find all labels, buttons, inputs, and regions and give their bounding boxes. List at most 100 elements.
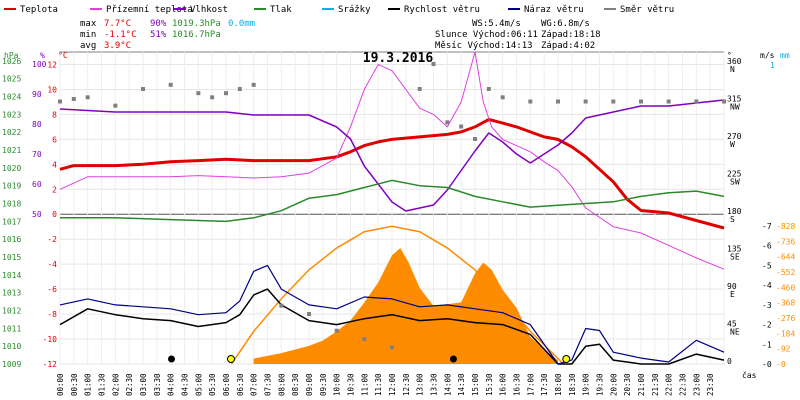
stats-wind-speed: WS:5.4m/s	[472, 19, 521, 29]
solar-tick-label: -460	[776, 283, 795, 292]
direction-tick-label: 135	[727, 245, 742, 254]
hpa-tick-label: 1014	[2, 271, 21, 280]
x-tick-label: 03:00	[139, 373, 148, 396]
chart-title: 19.3.2016	[363, 51, 434, 66]
hpa-tick-label: 1010	[2, 342, 21, 351]
wind-direction-point	[141, 87, 145, 91]
x-tick-label: 20:00	[609, 373, 618, 396]
stats-min-label: min	[80, 30, 96, 40]
ms-tick-label: -1	[762, 340, 772, 349]
solar-tick-label: -276	[776, 314, 795, 323]
x-tick-label: 02:00	[111, 373, 120, 396]
wind-direction-point	[237, 87, 242, 91]
stats-max-label: max	[80, 19, 97, 29]
x-tick-label: 18:00	[554, 373, 563, 396]
wind-direction-point	[334, 328, 339, 333]
x-tick-label: 23:00	[692, 373, 701, 396]
hpa-tick-label: 1023	[2, 110, 21, 119]
c-tick-label: 8	[52, 110, 57, 119]
wind-direction-point	[251, 82, 256, 87]
moonrise-marker	[449, 355, 457, 363]
wind-direction-point	[666, 99, 671, 104]
wind-direction-point	[459, 124, 464, 129]
wind-direction-point	[445, 120, 450, 125]
c-tick-label: 2	[52, 185, 57, 194]
legend-label: Teplota	[20, 5, 58, 15]
legend-label: Rychlost větru	[404, 5, 480, 15]
direction-tick-label: 0	[727, 357, 732, 366]
solar-tick-label: -368	[776, 299, 795, 308]
x-tick-label: 10:30	[347, 373, 356, 396]
series-line	[59, 288, 725, 365]
x-tick-label: 00:00	[56, 373, 65, 396]
direction-compass-label: E	[730, 290, 735, 299]
direction-tick-label: 225	[727, 170, 742, 179]
x-tick-label: 14:30	[457, 373, 466, 396]
c-tick-label: 10	[47, 85, 57, 94]
x-tick-label: 00:30	[70, 373, 79, 396]
hpa-tick-label: 1025	[2, 75, 21, 84]
wind-direction-point	[224, 91, 228, 96]
markers-layer	[167, 355, 571, 363]
x-tick-label: 23:30	[706, 373, 715, 396]
direction-compass-label: NE	[730, 328, 740, 337]
wind-direction-point	[210, 95, 215, 100]
direction-compass-label: SW	[730, 178, 740, 187]
hpa-tick-label: 1021	[2, 146, 21, 155]
x-tick-label: 15:30	[485, 373, 494, 396]
stats-max-temp: 7.7°C	[104, 19, 131, 29]
wind-direction-point	[639, 99, 643, 104]
c-tick-label: -2	[47, 235, 57, 244]
solar-tick-label: -184	[776, 329, 795, 338]
direction-tick-label: 270	[727, 132, 742, 141]
x-tick-label: 13:30	[430, 373, 439, 396]
hpa-tick-label: 1015	[2, 253, 21, 262]
wind-direction-point	[528, 99, 533, 104]
x-tick-label: 16:00	[499, 373, 508, 396]
x-tick-label: 05:00	[194, 373, 203, 396]
solar-tick-label: -552	[776, 268, 795, 277]
legend-label: Přízemní teplota	[106, 5, 193, 15]
stats-max-hum: 90%	[150, 19, 167, 29]
direction-tick-label: 45	[727, 320, 737, 329]
wind-direction-point	[196, 91, 201, 96]
wind-direction-point	[279, 303, 284, 308]
x-tick-label: 05:30	[208, 373, 217, 396]
wind-direction-point	[556, 99, 560, 104]
wind-direction-point	[58, 99, 62, 104]
c-tick-label: -4	[47, 260, 57, 269]
series-line	[59, 51, 725, 270]
solar-tick-label: -644	[776, 253, 795, 262]
direction-compass-label: W	[730, 140, 735, 149]
pct-unit: %	[40, 51, 45, 60]
direction-tick-label: 180	[727, 207, 742, 216]
hpa-tick-label: 1017	[2, 217, 21, 226]
hpa-tick-label: 1012	[2, 307, 21, 316]
hpa-tick-label: 1026	[2, 57, 21, 66]
legend-label: Směr větru	[620, 5, 674, 15]
wind-direction-point	[71, 97, 76, 101]
deg-unit: °	[727, 51, 732, 60]
pct-tick-label: 70	[32, 150, 42, 159]
wind-direction-point	[307, 312, 311, 316]
x-tick-label: 17:00	[526, 373, 535, 396]
x-tick-label: 12:30	[402, 373, 411, 396]
c-tick-label: 12	[47, 60, 57, 69]
x-tick-label: 21:00	[637, 373, 646, 396]
direction-compass-label: S	[730, 215, 735, 224]
x-tick-label: 19:30	[596, 373, 605, 396]
wind-direction-point	[113, 103, 118, 108]
direction-tick-label: 90	[727, 282, 737, 291]
c-tick-label: -12	[43, 360, 58, 369]
x-tick-label: 14:00	[443, 373, 452, 396]
x-tick-label: 02:30	[125, 373, 134, 396]
c-tick-label: 6	[52, 135, 57, 144]
x-tick-label: 01:30	[98, 373, 107, 396]
solar-max-curve	[230, 225, 565, 365]
stats-avg-temp: 3.9°C	[104, 41, 131, 51]
hpa-tick-label: 1018	[2, 200, 21, 209]
wind-direction-point	[583, 99, 588, 104]
pct-tick-label: 80	[32, 120, 42, 129]
c-tick-label: -8	[47, 310, 57, 319]
